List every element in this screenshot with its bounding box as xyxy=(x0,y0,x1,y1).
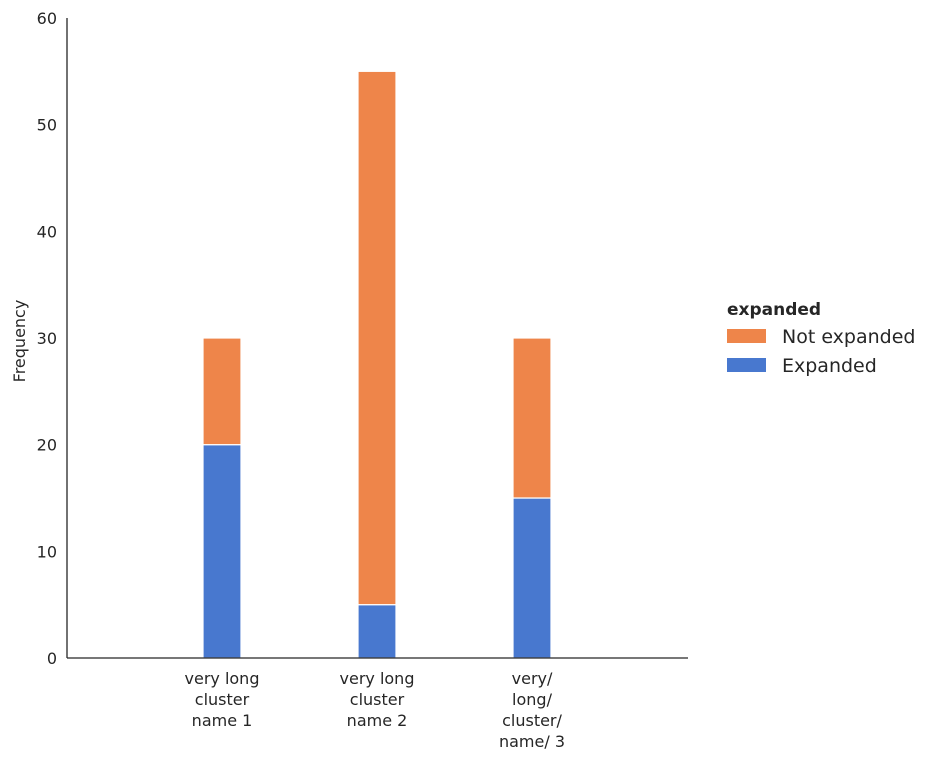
y-tick-label: 20 xyxy=(37,436,57,455)
bar-segment-expanded-2 xyxy=(357,604,397,659)
axes-layer xyxy=(66,18,688,659)
bar-segment-not-expanded-1 xyxy=(202,337,242,446)
bars-layer xyxy=(202,70,552,659)
x-tick-label: very long cluster name 2 xyxy=(340,669,415,730)
legend-title: expanded xyxy=(727,300,821,320)
bar-segment-not-expanded-2 xyxy=(357,70,397,606)
y-tick-labels: 0 10 20 30 40 50 60 xyxy=(37,9,57,668)
legend-swatch-expanded xyxy=(727,358,766,372)
y-tick-label: 0 xyxy=(47,649,57,668)
legend-swatch-not-expanded xyxy=(727,329,766,343)
bar-segment-expanded-3 xyxy=(512,497,552,659)
bar-segment-not-expanded-3 xyxy=(512,337,552,499)
y-tick-label: 50 xyxy=(37,116,57,135)
legend-entries: Not expanded Expanded xyxy=(727,326,915,377)
x-tick-label: very/long/cluster/name/ 3 xyxy=(499,669,565,751)
y-tick-label: 10 xyxy=(37,542,57,561)
x-tick-labels: very long cluster name 1 very long cluster na… xyxy=(185,669,566,751)
legend-label-not-expanded: Not expanded xyxy=(782,326,915,348)
legend: expanded Not expanded Expanded xyxy=(727,300,915,377)
x-tick-label: very long cluster name 1 xyxy=(185,669,260,730)
legend-label-expanded: Expanded xyxy=(782,355,877,377)
y-tick-label: 30 xyxy=(37,329,57,348)
y-axis-label: Frequency xyxy=(10,300,29,383)
y-tick-label: 40 xyxy=(37,222,57,241)
bar-segment-expanded-1 xyxy=(202,444,242,659)
y-tick-label: 60 xyxy=(37,9,57,28)
